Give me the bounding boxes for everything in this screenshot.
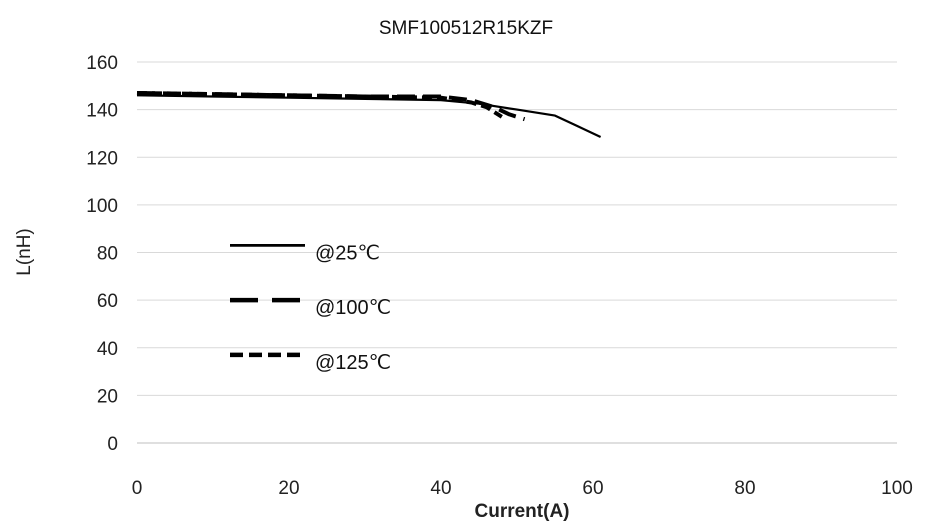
series-lines (136, 91, 602, 138)
series-line-2 (136, 91, 526, 122)
y-tick-label-120: 120 (86, 148, 118, 169)
grid-lines (137, 61, 897, 396)
y-tick-labels: 0 20 40 60 80 100 120 140 160 (86, 53, 118, 455)
y-tick-label-140: 140 (86, 101, 118, 122)
x-tick-label-100: 100 (881, 478, 913, 499)
series-line-3 (136, 91, 503, 119)
x-tick-label-60: 60 (582, 478, 603, 499)
series-line-1 (136, 94, 602, 138)
y-tick-label-160: 160 (86, 53, 118, 74)
x-tick-label-20: 20 (278, 478, 299, 499)
y-tick-label-100: 100 (86, 196, 118, 217)
y-tick-label-60: 60 (97, 291, 118, 312)
legend-label-3: @125℃ (315, 352, 391, 374)
y-tick-label-20: 20 (97, 386, 118, 407)
x-tick-label-0: 0 (132, 478, 143, 499)
x-tick-label-40: 40 (430, 478, 451, 499)
y-tick-label-80: 80 (97, 244, 118, 265)
x-tick-labels: 0 20 40 60 80 100 (132, 478, 913, 499)
legend: @25℃ @100℃ @125℃ (230, 242, 391, 374)
legend-label-2: @100℃ (315, 297, 391, 319)
chart-title: SMF100512R15KZF (379, 18, 553, 39)
y-axis-label: L(nH) (14, 228, 35, 276)
y-tick-label-40: 40 (97, 339, 118, 360)
legend-label-1: @25℃ (315, 242, 380, 264)
x-axis-label: Current(A) (475, 501, 570, 522)
y-tick-label-0: 0 (107, 434, 118, 455)
x-tick-label-80: 80 (734, 478, 755, 499)
